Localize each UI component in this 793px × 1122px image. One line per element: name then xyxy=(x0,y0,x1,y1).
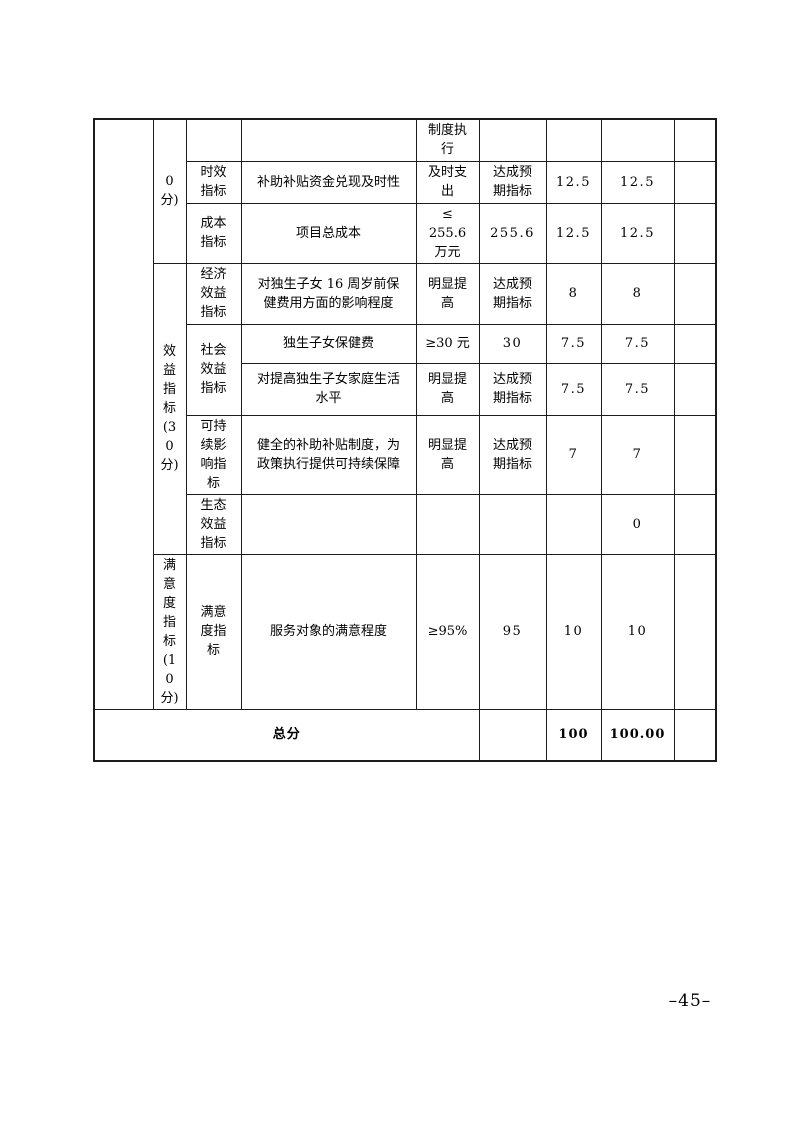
total-row: 总分 100 100.00 xyxy=(93,708,717,762)
score-cell: 7 xyxy=(600,414,675,495)
actual-value-cell: 达成预 期指标 xyxy=(478,362,547,416)
indicator-name-cell: 对提高独生子女家庭生活 水平 xyxy=(240,362,417,416)
subcategory-cell: 社会 效益 指标 xyxy=(185,323,242,416)
level1-spanning-empty-cell xyxy=(93,118,154,710)
actual-value-cell: 30 xyxy=(478,323,547,364)
indicator-name-cell: 补助补贴资金兑现及时性 xyxy=(240,160,417,204)
remark-cell xyxy=(673,262,717,325)
table-row: 0 分) 制度执 行 xyxy=(93,118,717,710)
indicator-name-cell: 独生子女保健费 xyxy=(240,323,417,364)
weight-cell: 7 xyxy=(545,414,602,495)
score-cell xyxy=(600,118,675,162)
total-weight-cell: 100 xyxy=(545,708,602,762)
score-cell: 8 xyxy=(600,262,675,325)
score-cell: 10 xyxy=(600,553,675,710)
target-value-cell: 明显提 高 xyxy=(415,262,480,325)
actual-value-cell: 达成预 期指标 xyxy=(478,262,547,325)
remark-cell xyxy=(673,202,717,264)
table-row: 生态 效益 指标 0 xyxy=(94,493,717,555)
actual-value-cell: 95 xyxy=(478,553,547,710)
table-row: 满 意 度 指 标 (1 0 分) 满意 度指 标 服务对象的满意程度 ≥95%… xyxy=(94,553,717,710)
subcategory-cell: 成本 指标 xyxy=(185,202,242,264)
total-actual-cell xyxy=(478,708,547,762)
score-cell: 0 xyxy=(600,493,675,555)
table-row: 效 益 指 标 (3 0 分) 经济 效益 指标 对独生子女 16 周岁前保 健… xyxy=(94,262,717,555)
subcategory-cell xyxy=(185,118,242,162)
target-value-cell: 明显提 高 xyxy=(415,414,480,495)
remark-cell xyxy=(673,323,717,364)
table-row: 时效 指标 补助补贴资金兑现及时性 及时支 出 达成预 期指标 12.5 12.… xyxy=(94,160,717,204)
table-row: 可持 续影 响指 标 健全的补助补贴制度，为 政策执行提供可持续保障 明显提 高… xyxy=(94,414,717,495)
remark-cell xyxy=(673,160,717,204)
weight-cell: 7.5 xyxy=(545,362,602,416)
weight-cell: 12.5 xyxy=(545,202,602,264)
total-remark-cell xyxy=(673,708,717,762)
score-cell: 12.5 xyxy=(600,202,675,264)
indicator-name-cell: 健全的补助补贴制度，为 政策执行提供可持续保障 xyxy=(240,414,417,495)
total-score-cell: 100.00 xyxy=(600,708,675,762)
remark-cell xyxy=(673,493,717,555)
target-value-cell: 制度执 行 xyxy=(415,118,480,162)
remark-cell xyxy=(673,118,717,162)
actual-value-cell xyxy=(478,493,547,555)
target-value-cell xyxy=(415,493,480,555)
target-value-cell: ≤ 255.6 万元 xyxy=(415,202,480,264)
indicator-name-cell: 服务对象的满意程度 xyxy=(240,553,417,710)
weight-cell xyxy=(545,118,602,162)
subcategory-cell: 时效 指标 xyxy=(185,160,242,204)
weight-cell: 12.5 xyxy=(545,160,602,204)
category-output-carryover-cell: 0 分) xyxy=(152,118,187,264)
indicator-name-cell: 项目总成本 xyxy=(240,202,417,264)
subcategory-cell: 可持 续影 响指 标 xyxy=(185,414,242,495)
category-benefit-cell: 效 益 指 标 (3 0 分) xyxy=(152,262,187,555)
actual-value-cell: 达成预 期指标 xyxy=(478,160,547,204)
score-cell: 12.5 xyxy=(600,160,675,204)
remark-cell xyxy=(673,553,717,710)
remark-cell xyxy=(673,362,717,416)
actual-value-cell: 达成预 期指标 xyxy=(478,414,547,495)
score-cell: 7.5 xyxy=(600,362,675,416)
subcategory-cell: 生态 效益 指标 xyxy=(185,493,242,555)
actual-value-cell xyxy=(478,118,547,162)
table-row: 对提高独生子女家庭生活 水平 明显提 高 达成预 期指标 7.5 7.5 xyxy=(94,362,717,416)
indicator-name-cell: 对独生子女 16 周岁前保 健费用方面的影响程度 xyxy=(240,262,417,325)
target-value-cell: ≥30 元 xyxy=(415,323,480,364)
remark-cell xyxy=(673,414,717,495)
performance-indicator-table: 0 分) 制度执 行 时效 指标 补助补贴资金兑现及时性 及时支 出 达成预 期… xyxy=(93,118,717,762)
indicator-name-cell xyxy=(240,118,417,162)
indicator-name-cell xyxy=(240,493,417,555)
category-satisfaction-cell: 满 意 度 指 标 (1 0 分) xyxy=(152,553,187,710)
total-label-cell: 总分 xyxy=(93,708,480,762)
table-row: 社会 效益 指标 独生子女保健费 ≥30 元 30 7.5 7.5 xyxy=(94,323,717,416)
table-row: 成本 指标 项目总成本 ≤ 255.6 万元 255.6 12.5 12.5 xyxy=(94,202,717,264)
subcategory-cell: 满意 度指 标 xyxy=(185,553,242,710)
weight-cell xyxy=(545,493,602,555)
target-value-cell: 明显提 高 xyxy=(415,362,480,416)
target-value-cell: 及时支 出 xyxy=(415,160,480,204)
subcategory-cell: 经济 效益 指标 xyxy=(185,262,242,325)
weight-cell: 7.5 xyxy=(545,323,602,364)
score-cell: 7.5 xyxy=(600,323,675,364)
actual-value-cell: 255.6 xyxy=(478,202,547,264)
page-number: –45– xyxy=(668,991,712,1011)
target-value-cell: ≥95% xyxy=(415,553,480,710)
weight-cell: 10 xyxy=(545,553,602,710)
weight-cell: 8 xyxy=(545,262,602,325)
